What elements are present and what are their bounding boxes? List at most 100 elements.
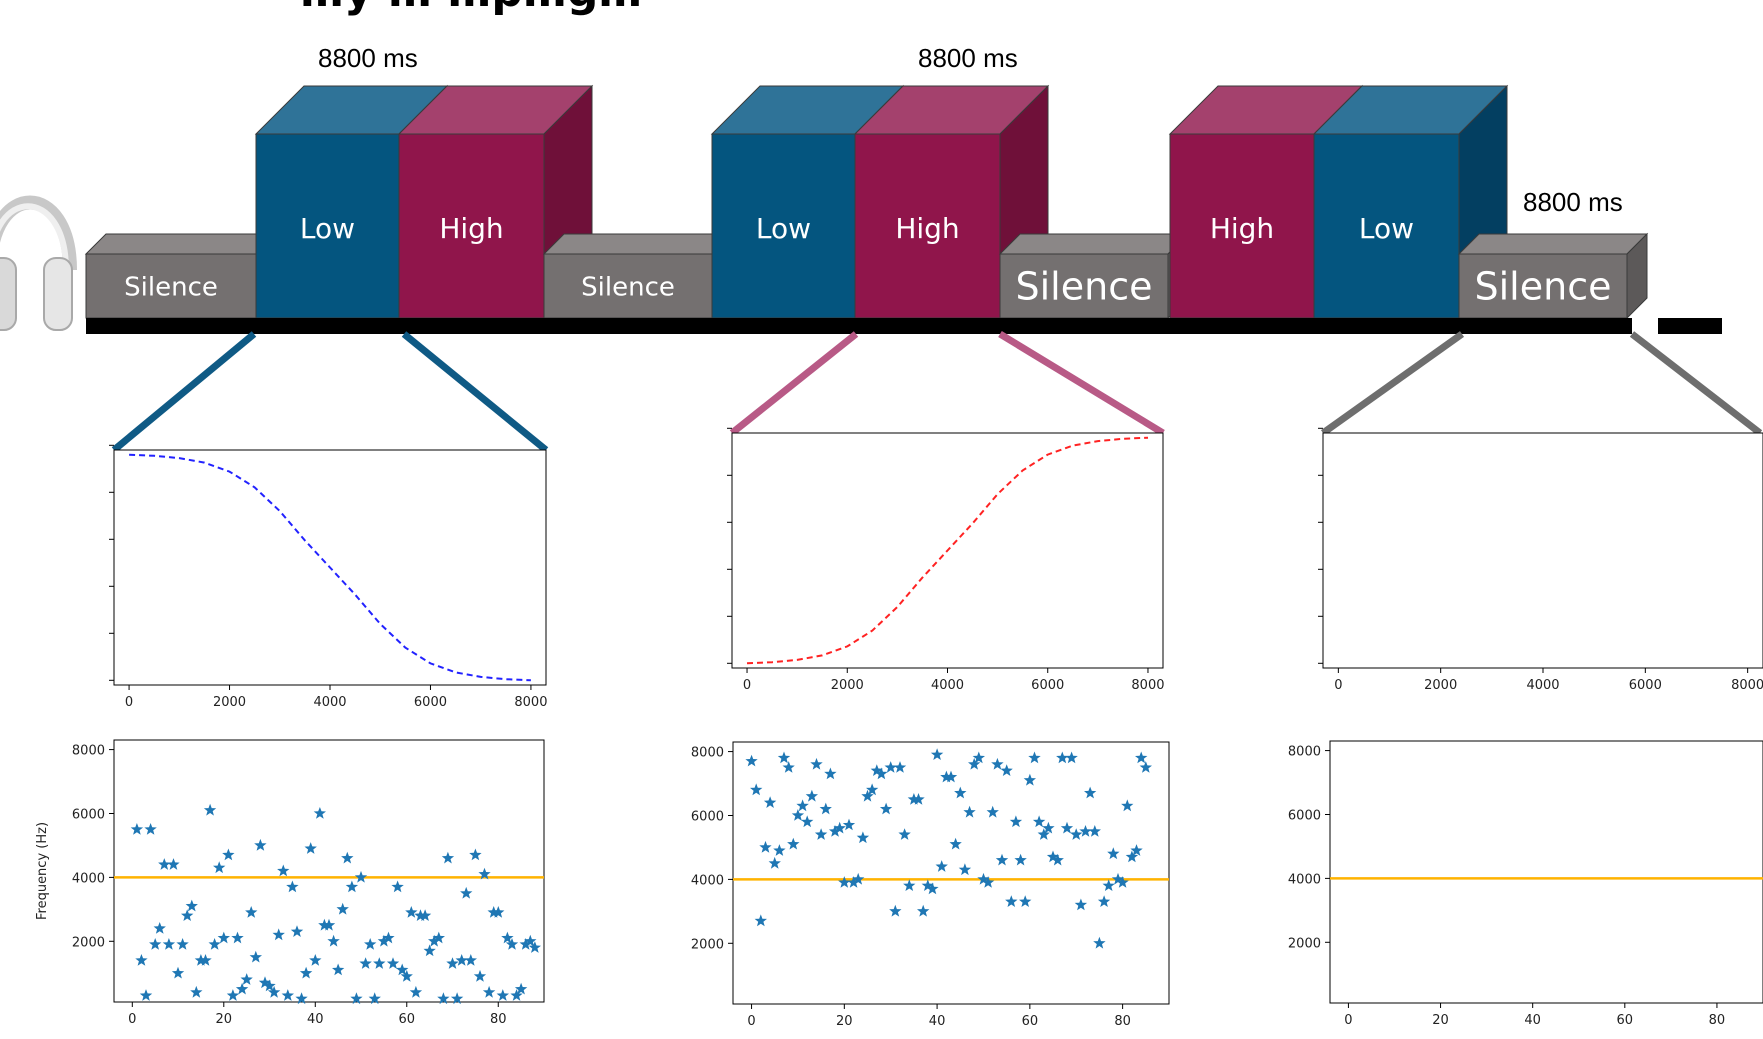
block-label: Silence <box>124 272 218 302</box>
connector-high-left <box>729 331 859 436</box>
star-point <box>162 938 176 950</box>
star-point <box>968 757 981 770</box>
connector-silence-left <box>1320 331 1465 436</box>
block-high-3: High <box>397 84 594 320</box>
star-point <box>478 867 491 880</box>
star-point <box>286 880 299 893</box>
connector-high-right <box>998 331 1165 436</box>
star-point <box>199 954 212 966</box>
star-point <box>796 799 809 812</box>
connector-low-right <box>401 331 549 453</box>
star-point <box>949 837 962 850</box>
star-point <box>135 954 148 966</box>
star-point <box>963 805 976 818</box>
x-tick-label: 60 <box>1022 1014 1039 1029</box>
star-point <box>1065 751 1078 764</box>
star-point <box>391 880 404 893</box>
block-label: Low <box>756 212 811 245</box>
star-point <box>828 825 842 837</box>
block-front-face <box>85 253 257 319</box>
star-point <box>194 954 208 966</box>
x-tick-label: 80 <box>1709 1013 1726 1028</box>
star-point <box>245 906 258 918</box>
star-point <box>528 941 541 953</box>
star-point <box>299 966 313 979</box>
star-point <box>524 934 537 947</box>
chart-high-sweep: 0 2000 4000 6000 8000 <box>727 427 1165 693</box>
star-point <box>750 783 763 796</box>
star-point <box>144 823 157 835</box>
star-point <box>787 837 800 850</box>
block-label: High <box>439 212 503 245</box>
duration-label-1: 8800 ms <box>318 43 418 73</box>
block-low-5: Low <box>710 84 905 320</box>
star-point <box>930 748 944 760</box>
star-point <box>944 770 958 783</box>
block-top-face <box>998 233 1190 255</box>
y-tick-label: 6000 <box>1288 808 1321 823</box>
star-point <box>810 757 823 770</box>
star-point <box>986 805 999 818</box>
x-tick-label: 20 <box>216 1012 233 1027</box>
star-point <box>226 989 240 1001</box>
block-front-face <box>711 133 856 319</box>
star-point <box>958 863 972 876</box>
star-point <box>441 851 455 864</box>
star-point <box>852 872 865 885</box>
star-point <box>1060 821 1074 834</box>
star-point <box>889 904 902 917</box>
star-point <box>345 880 359 893</box>
x-tick-label: 80 <box>1114 1014 1131 1029</box>
star-point <box>935 860 948 872</box>
x-tick-label: 4000 <box>313 695 346 710</box>
star-point <box>336 902 349 915</box>
star-point <box>222 848 235 861</box>
star-point <box>272 928 285 941</box>
star-point <box>1116 876 1129 888</box>
star-point <box>1056 751 1069 764</box>
x-tick-label: 8000 <box>1131 678 1164 693</box>
block-silence-1: Silence <box>84 232 278 320</box>
star-point <box>759 840 772 853</box>
star-point <box>819 802 832 815</box>
x-tick-label: 2000 <box>213 695 246 710</box>
x-tick-label: 0 <box>743 678 751 693</box>
chart-low-tones: 0 20 40 60 80 2000 4000 6000 8000 Frequency (Hz) <box>35 739 545 1027</box>
block-front-face <box>543 253 713 319</box>
star-point <box>281 989 294 1001</box>
star-point <box>405 906 418 918</box>
y-axis-label: Frequency (Hz) <box>35 822 50 920</box>
star-point <box>1079 825 1092 837</box>
block-label: High <box>1210 212 1274 245</box>
connector-lines <box>111 331 1763 453</box>
star-point <box>1084 786 1097 799</box>
star-point <box>185 899 198 912</box>
star-point <box>277 864 290 877</box>
star-point <box>773 844 786 856</box>
block-front-face <box>854 133 1001 319</box>
star-point <box>926 882 939 895</box>
y-tick-label: 4000 <box>691 873 724 888</box>
x-tick-label: 2000 <box>1424 678 1457 693</box>
star-point <box>1019 895 1032 907</box>
series-line <box>746 436 1149 665</box>
star-point <box>428 934 441 947</box>
star-point <box>181 909 194 921</box>
star-point <box>898 828 911 840</box>
connector-low-left <box>111 331 257 453</box>
star-point <box>263 979 276 992</box>
star-point <box>1135 751 1148 764</box>
star-point <box>1042 821 1055 834</box>
star-point <box>295 992 308 1005</box>
star-point <box>1111 872 1125 885</box>
star-point <box>981 876 995 888</box>
star-point <box>1102 879 1115 891</box>
star-point <box>1014 853 1027 866</box>
chart-low-sweep: 0 2000 4000 6000 8000 <box>109 444 547 710</box>
connector-silence-right <box>1629 331 1763 436</box>
star-point <box>217 931 230 944</box>
star-point <box>171 966 185 979</box>
star-point <box>1046 850 1060 863</box>
star-point <box>460 886 473 899</box>
block-sequence: Silence Low High Silence Low High Silence High L… <box>84 84 1649 320</box>
